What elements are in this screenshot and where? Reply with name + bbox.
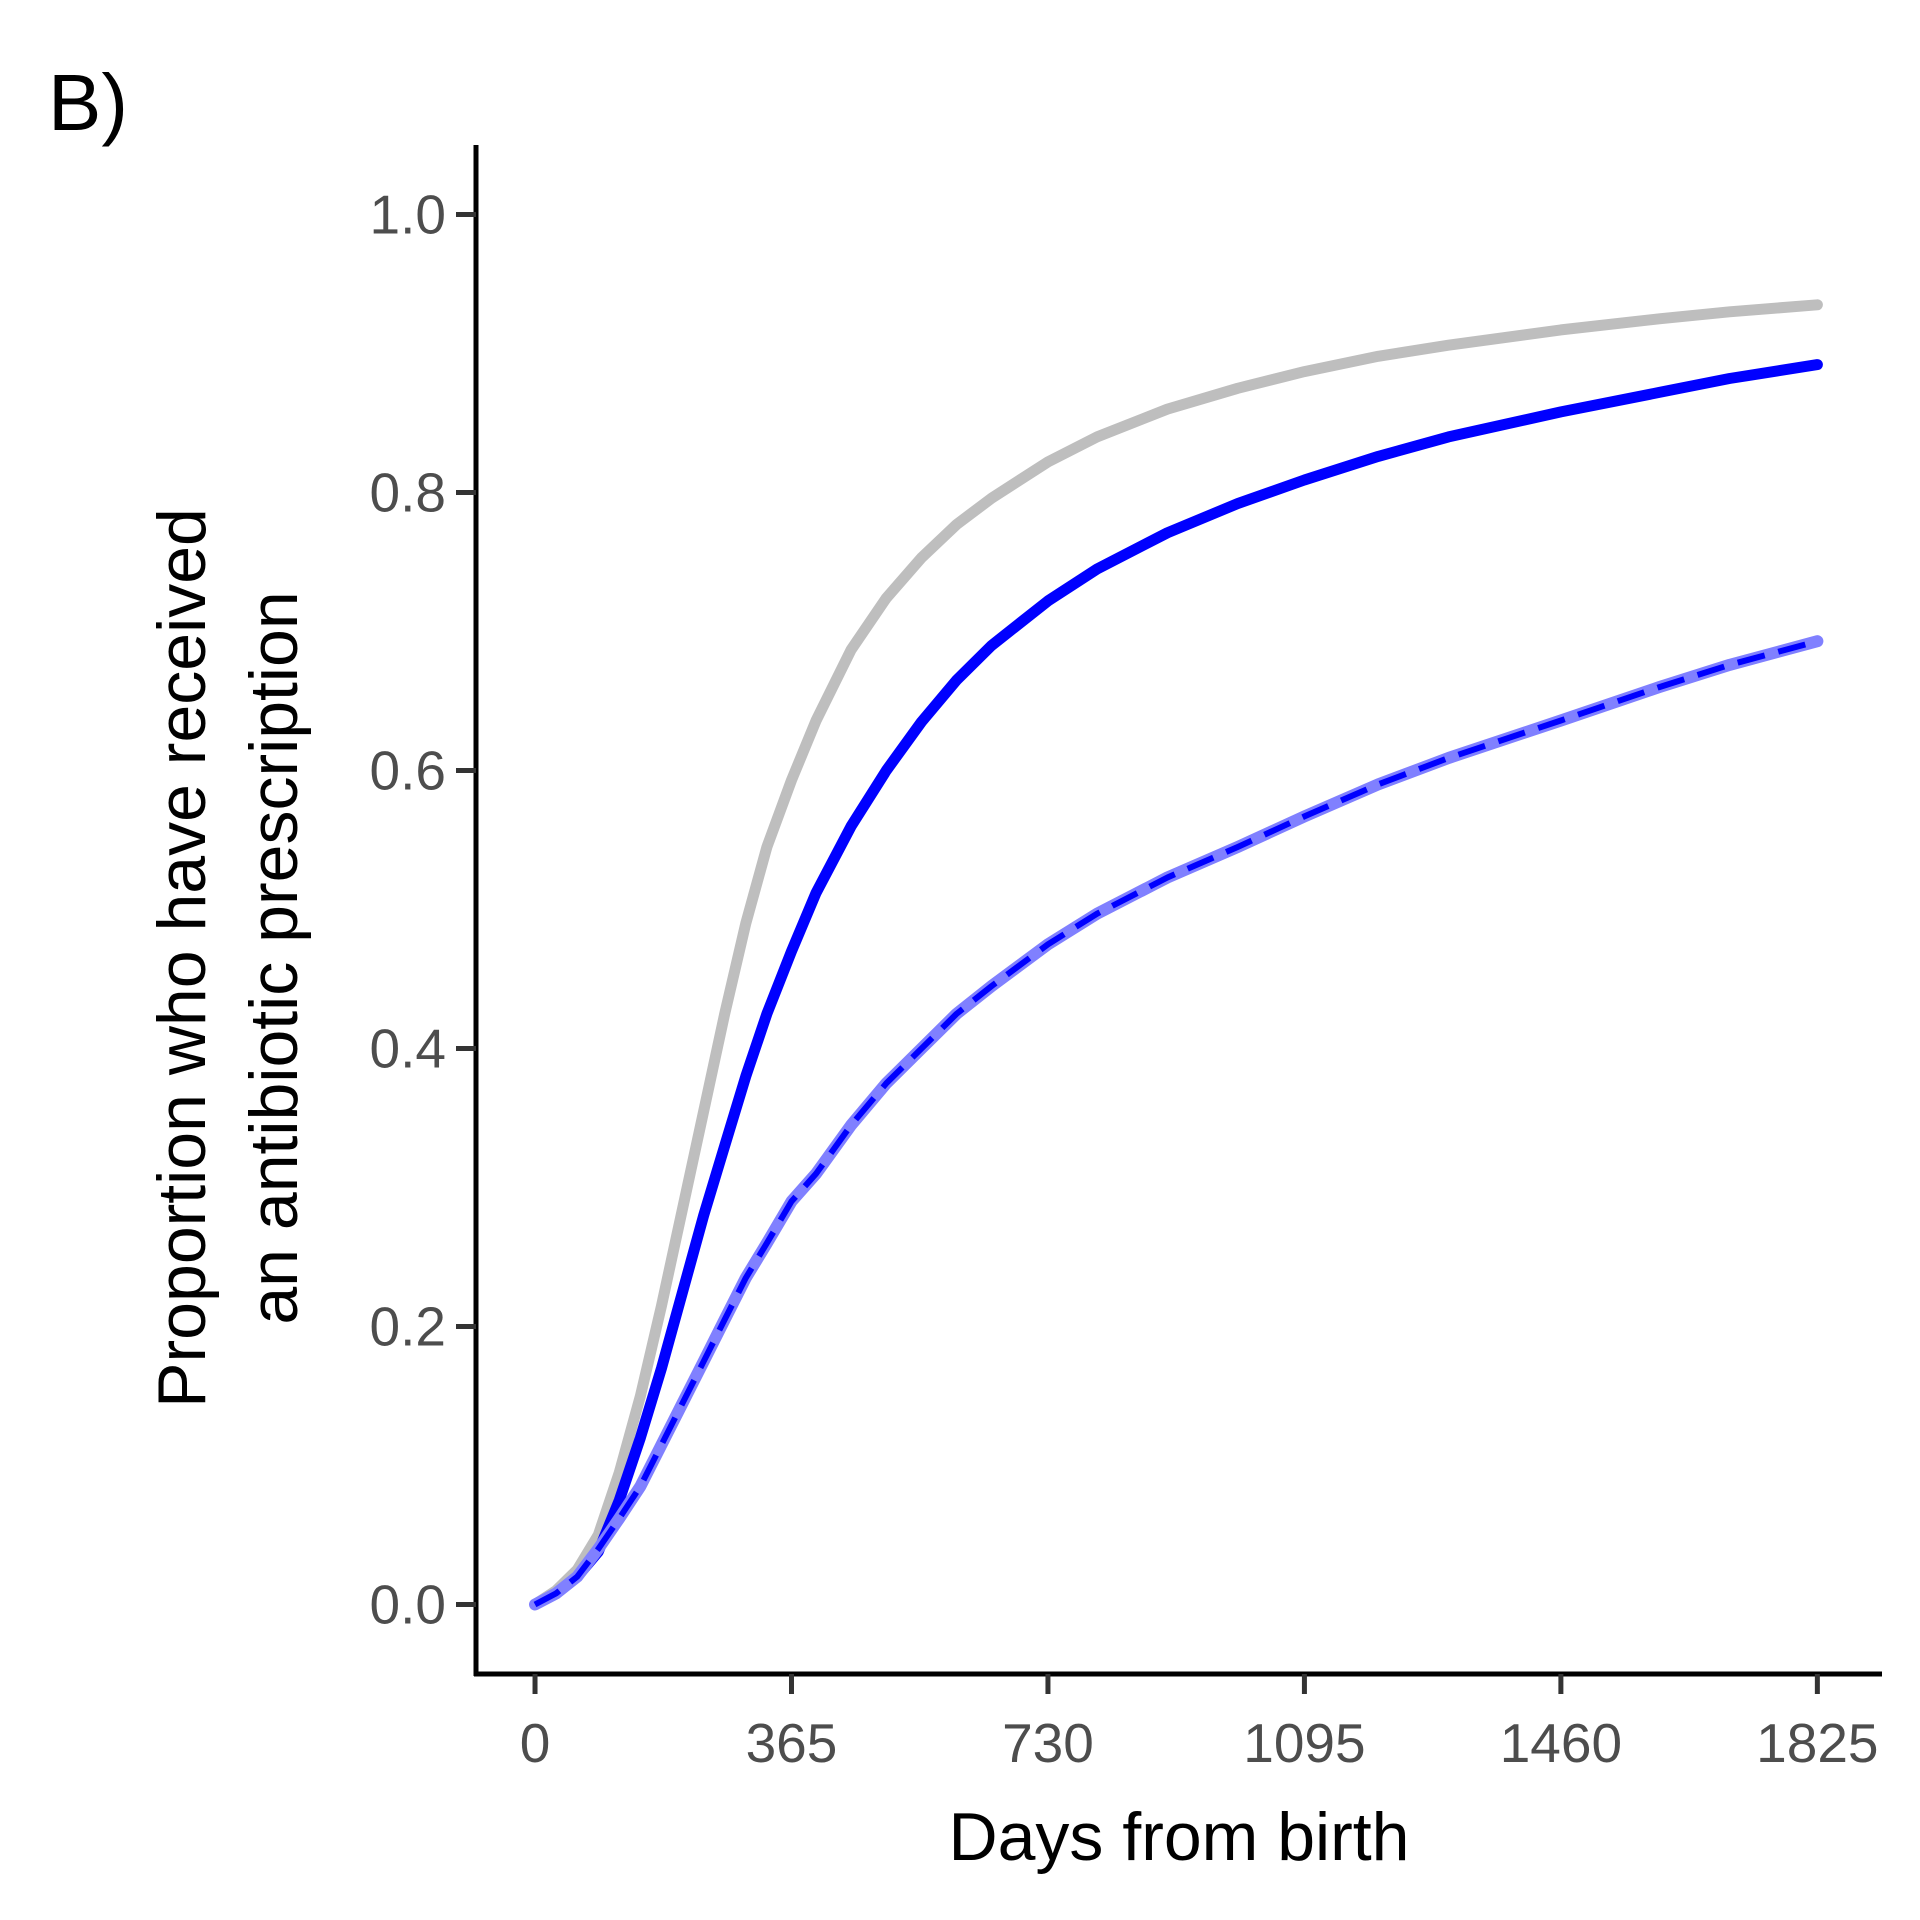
y-ticks: 0.0 0.2 0.4 0.6 0.8 1.0 (370, 184, 476, 1636)
x-ticks: 0 365 730 1095 1460 1825 (520, 1674, 1879, 1774)
y-tick-label: 0.0 (370, 1574, 446, 1636)
x-tick-label: 1095 (1243, 1712, 1365, 1774)
series-2-line (533, 638, 1819, 1608)
series-layer (529, 299, 1824, 1611)
x-tick-label: 730 (1002, 1712, 1094, 1774)
x-axis-title: Days from birth (949, 1799, 1410, 1875)
x-tick-label: 0 (520, 1712, 551, 1774)
y-axis-title: Proportion who have received an antibiot… (144, 508, 312, 1408)
y-tick-label: 0.2 (370, 1296, 446, 1358)
series-0-line (529, 299, 1823, 1610)
y-tick-label: 1.0 (370, 184, 446, 246)
panel-label: B) (48, 58, 128, 147)
y-axis-title-line-1: Proportion who have received (144, 508, 220, 1408)
y-tick-label: 0.8 (370, 462, 446, 524)
y-tick-label: 0.6 (370, 740, 446, 802)
x-tick-label: 1460 (1500, 1712, 1622, 1774)
x-tick-label: 365 (746, 1712, 838, 1774)
y-tick-label: 0.4 (370, 1018, 446, 1080)
series-1-line (529, 359, 1823, 1610)
y-axis-title-line-2: an antibiotic prescription (236, 591, 312, 1324)
x-tick-label: 1825 (1756, 1712, 1878, 1774)
